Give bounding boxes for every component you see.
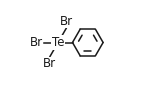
Text: Br: Br	[30, 36, 43, 49]
Text: Br: Br	[43, 57, 56, 70]
Text: Br: Br	[60, 15, 73, 28]
Text: Te: Te	[52, 36, 64, 49]
